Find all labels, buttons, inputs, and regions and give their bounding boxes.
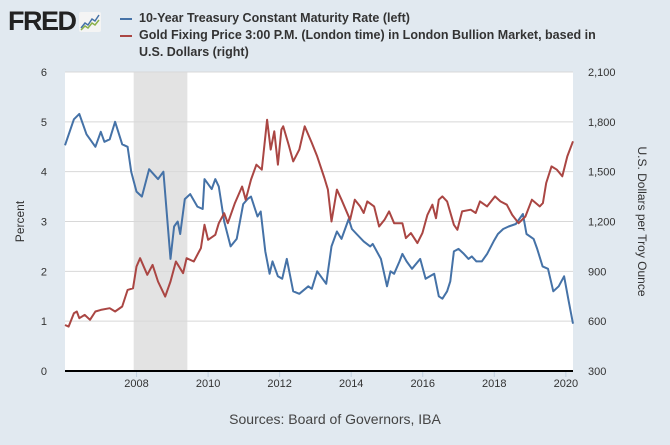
y-axis-label-right: U.S. Dollars per Troy Ounce [635, 146, 649, 296]
fred-logo-text: FRED [8, 6, 77, 36]
legend-label-gold: Gold Fixing Price 3:00 P.M. (London time… [139, 28, 596, 59]
y-tick-label-left: 3 [41, 217, 47, 229]
legend-item-treasury[interactable]: 10-Year Treasury Constant Maturity Rate … [120, 10, 620, 27]
gold-price-line [64, 118, 574, 328]
source-note: Sources: Board of Governors, IBA [229, 411, 441, 427]
x-tick-label: 2008 [124, 378, 148, 390]
y-tick-label-right: 900 [588, 266, 606, 278]
y-axis-label-left: Percent [13, 200, 27, 242]
legend-swatch-gold [120, 35, 132, 37]
chart-line-icon [78, 11, 101, 32]
x-tick-label: 2016 [411, 378, 435, 390]
y-tick-label-right: 1,500 [588, 167, 616, 179]
y-tick-label-right: 1,800 [588, 117, 616, 129]
x-tick-label: 2020 [554, 378, 578, 390]
y-tick-label-left: 4 [41, 167, 47, 179]
legend-item-gold[interactable]: Gold Fixing Price 3:00 P.M. (London time… [120, 27, 620, 61]
y-tick-label-right: 1,200 [588, 217, 616, 229]
y-tick-label-left: 1 [41, 316, 47, 328]
legend: 10-Year Treasury Constant Maturity Rate … [120, 10, 620, 61]
x-tick-label: 2014 [339, 378, 363, 390]
y-tick-label-left: 0 [41, 366, 47, 378]
y-tick-label-right: 2,100 [588, 67, 616, 79]
y-tick-label-left: 2 [41, 266, 47, 278]
x-tick-label: 2010 [196, 378, 220, 390]
y-tick-label-right: 600 [588, 316, 606, 328]
treasury-rate-line [64, 112, 574, 324]
legend-label-treasury: 10-Year Treasury Constant Maturity Rate … [139, 11, 410, 25]
legend-swatch-treasury [120, 18, 132, 20]
y-tick-label-right: 300 [588, 366, 606, 378]
x-tick-label: 2018 [482, 378, 506, 390]
x-tick-label: 2012 [267, 378, 291, 390]
y-tick-label-left: 6 [41, 67, 47, 79]
y-tick-label-left: 5 [41, 117, 47, 129]
fred-logo[interactable]: FRED [8, 6, 101, 37]
